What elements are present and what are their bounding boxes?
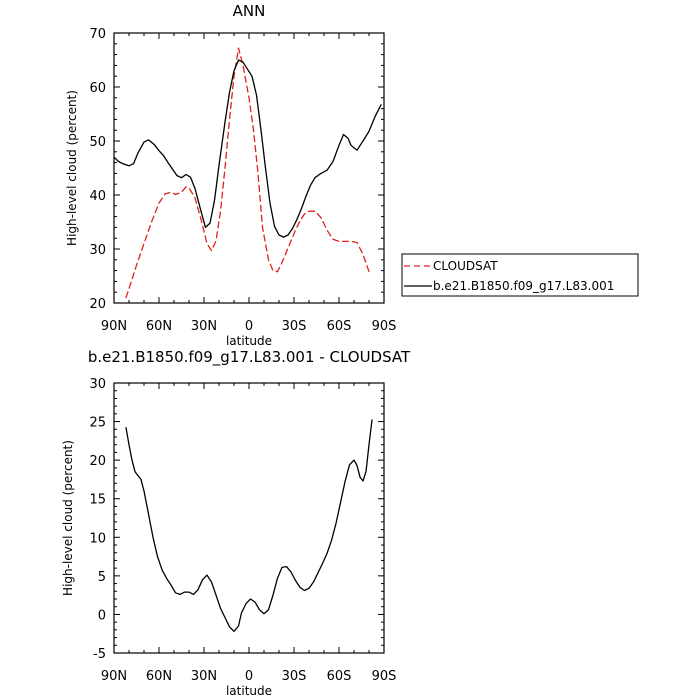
legend-box bbox=[401, 253, 639, 297]
x-tick-label: 60S bbox=[327, 319, 352, 334]
legend-label-cloudsat: CLOUDSAT bbox=[433, 259, 498, 273]
top-chart-title: ANN bbox=[233, 2, 266, 20]
top-x-ticks: 90N 60N 30N 0 30S 60S 90S bbox=[101, 33, 397, 334]
series-line-1 bbox=[125, 47, 370, 299]
bottom-chart-title: b.e21.B1850.f09_g17.L83.001 - CLOUDSAT bbox=[88, 348, 411, 367]
top-plot-frame bbox=[113, 32, 385, 304]
bottom-y-ticks: -5 0 5 10 15 20 25 30 bbox=[89, 377, 384, 662]
y-tick-label: 30 bbox=[89, 243, 106, 258]
x-tick-label: 90S bbox=[372, 669, 397, 684]
y-tick-label: 30 bbox=[89, 377, 106, 392]
series-line-1 bbox=[125, 419, 373, 633]
y-tick-label: 20 bbox=[89, 297, 106, 312]
bottom-panel: b.e21.B1850.f09_g17.L83.001 - CLOUDSAT -… bbox=[61, 348, 411, 698]
bottom-x-ticks: 90N 60N 30N 0 30S 60S 90S bbox=[101, 383, 397, 684]
y-tick-label: 60 bbox=[89, 81, 106, 96]
y-tick-label: 20 bbox=[89, 454, 106, 469]
legend-label-model: b.e21.B1850.f09_g17.L83.001 bbox=[433, 279, 614, 293]
x-tick-label: 60N bbox=[146, 319, 172, 334]
bottom-x-axis-label: latitude bbox=[226, 684, 272, 698]
top-panel: ANN 20 30 40 50 60 70 90N 60N 30N 0 30S 60S 90S lat… bbox=[65, 2, 639, 348]
y-tick-label: 40 bbox=[89, 189, 106, 204]
x-tick-label: 90N bbox=[101, 669, 127, 684]
y-tick-label: 25 bbox=[89, 416, 106, 431]
y-tick-label: 10 bbox=[89, 531, 106, 546]
x-tick-label: 30S bbox=[282, 319, 307, 334]
x-tick-label: 30N bbox=[191, 319, 217, 334]
bottom-plot-frame bbox=[113, 382, 385, 654]
y-tick-label: 50 bbox=[89, 135, 106, 150]
y-tick-label: 15 bbox=[89, 493, 106, 508]
x-tick-label: 0 bbox=[245, 319, 253, 334]
y-tick-label: 0 bbox=[98, 608, 106, 623]
bottom-series bbox=[125, 419, 373, 633]
x-tick-label: 90N bbox=[101, 319, 127, 334]
x-tick-label: 30N bbox=[191, 669, 217, 684]
series-line-2 bbox=[113, 59, 382, 238]
x-tick-label: 30S bbox=[282, 669, 307, 684]
y-tick-label: 70 bbox=[89, 27, 106, 42]
top-series bbox=[113, 47, 382, 299]
y-tick-label: 5 bbox=[98, 570, 106, 585]
top-y-axis-label: High-level cloud (percent) bbox=[65, 90, 79, 246]
bottom-y-axis-label: High-level cloud (percent) bbox=[61, 440, 75, 596]
top-x-axis-label: latitude bbox=[226, 334, 272, 348]
y-tick-label: -5 bbox=[93, 647, 106, 662]
x-tick-label: 90S bbox=[372, 319, 397, 334]
x-tick-label: 0 bbox=[245, 669, 253, 684]
legend: CLOUDSAT b.e21.B1850.f09_g17.L83.001 bbox=[401, 253, 639, 297]
top-y-ticks: 20 30 40 50 60 70 bbox=[89, 27, 384, 312]
x-tick-label: 60N bbox=[146, 669, 172, 684]
x-tick-label: 60S bbox=[327, 669, 352, 684]
